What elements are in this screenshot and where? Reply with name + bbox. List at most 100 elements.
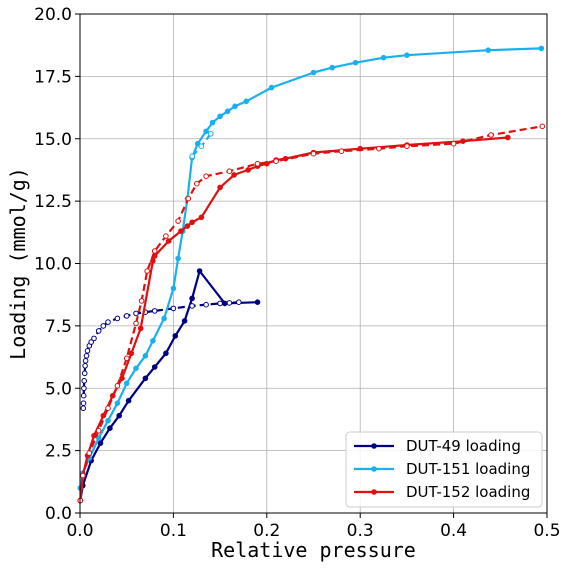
data-point: [178, 228, 184, 234]
data-point: [107, 425, 113, 432]
data-point: [123, 355, 130, 362]
data-point: [150, 258, 156, 264]
data-point: [404, 52, 410, 59]
data-point: [100, 323, 107, 329]
data-point: [97, 440, 104, 446]
series-5: [77, 123, 546, 504]
legend: DUT-49 loading DUT-151 loading DUT-152 loa…: [345, 431, 543, 508]
data-point: [203, 173, 209, 179]
data-point: [404, 143, 410, 149]
data-point: [133, 310, 139, 317]
legend-label: DUT-49 loading: [406, 437, 521, 455]
data-point: [123, 380, 130, 387]
data-point: [123, 313, 130, 319]
data-point: [243, 98, 250, 105]
data-point: [151, 308, 158, 314]
data-point: [232, 103, 238, 110]
data-point: [138, 298, 145, 304]
data-point: [83, 353, 90, 359]
data-point: [338, 148, 345, 154]
data-point: [105, 319, 111, 325]
ticks: 0.0 0.1 0.2 0.3 0.4 0.5 0.0 2.5 5.0 7.5 10.0 12.5 15…: [34, 5, 560, 541]
legend-entry: DUT-49 loading: [354, 437, 521, 455]
data-point: [226, 168, 233, 174]
data-point: [217, 184, 223, 191]
data-point: [163, 350, 169, 357]
data-point: [310, 150, 317, 157]
legend-swatch-marker: [371, 466, 377, 472]
series-layer: [77, 45, 546, 504]
x-tick-label: 0.3: [347, 521, 374, 541]
data-point: [81, 370, 88, 377]
data-point: [125, 397, 132, 404]
legend-swatch-marker: [371, 489, 377, 495]
y-tick-label: 12.5: [34, 192, 72, 212]
data-point: [133, 365, 139, 372]
legend-entry: DUT-152 loading: [354, 483, 530, 501]
data-point: [84, 348, 91, 354]
data-point: [151, 364, 158, 370]
data-point: [114, 315, 121, 322]
data-point: [88, 339, 94, 345]
data-point: [163, 233, 169, 239]
data-point: [231, 172, 237, 178]
data-point: [194, 140, 201, 147]
x-tick-label: 0.2: [253, 521, 280, 541]
x-tick-label: 0.4: [440, 521, 467, 541]
data-point: [95, 427, 102, 434]
data-point: [175, 255, 181, 262]
y-tick-label: 7.5: [45, 317, 72, 337]
data-point: [86, 450, 93, 456]
data-point: [203, 128, 209, 135]
data-point: [116, 412, 122, 419]
data-point: [91, 335, 97, 342]
y-tick-label: 0.0: [45, 504, 72, 524]
data-point: [95, 328, 102, 334]
data-point: [144, 268, 150, 274]
data-point: [189, 219, 195, 226]
y-tick-label: 17.5: [34, 67, 72, 87]
y-tick-label: 10.0: [34, 255, 72, 275]
x-tick-label: 0.5: [533, 521, 560, 541]
data-point: [254, 299, 261, 306]
x-tick-label: 0.0: [66, 521, 93, 541]
data-point: [226, 300, 233, 306]
data-point: [217, 113, 223, 120]
data-point: [175, 218, 181, 224]
data-point: [105, 417, 111, 424]
data-point: [172, 333, 179, 339]
data-point: [142, 353, 149, 359]
data-point: [151, 248, 158, 254]
data-point: [82, 358, 89, 364]
legend-entry: DUT-151 loading: [354, 460, 530, 478]
data-point: [310, 69, 317, 76]
data-point: [150, 338, 156, 344]
data-point: [488, 132, 494, 138]
data-point: [329, 64, 336, 71]
legend-label: DUT-151 loading: [406, 460, 530, 478]
data-point: [539, 123, 546, 130]
data-point: [119, 375, 125, 382]
data-point: [208, 131, 214, 137]
data-point: [137, 325, 144, 332]
data-point: [450, 140, 457, 147]
data-point: [105, 405, 111, 412]
series-1: [80, 299, 242, 412]
data-point: [376, 145, 382, 152]
series-line: [79, 269, 258, 501]
data-point: [485, 47, 492, 54]
data-point: [185, 195, 192, 202]
data-point: [352, 59, 359, 66]
series-3: [189, 131, 214, 159]
series-0: [77, 268, 261, 504]
data-point: [209, 119, 216, 126]
data-point: [81, 378, 87, 384]
data-point: [80, 392, 87, 399]
y-tick-label: 15.0: [34, 130, 72, 150]
data-point: [81, 385, 87, 392]
data-point: [189, 295, 195, 302]
legend-swatch-marker: [371, 443, 377, 449]
data-point: [114, 383, 121, 389]
data-point: [254, 160, 261, 167]
